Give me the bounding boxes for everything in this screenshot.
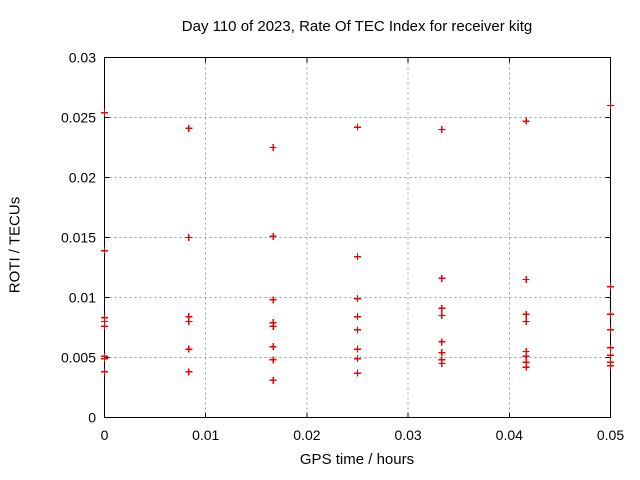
chart-title: Day 110 of 2023, Rate Of TEC Index for r… xyxy=(181,18,533,35)
data-point xyxy=(101,247,108,255)
data-point xyxy=(354,313,361,321)
data-point xyxy=(607,102,614,109)
data-point xyxy=(438,338,446,346)
x-tick-label: 0.01 xyxy=(192,427,219,443)
data-point xyxy=(522,276,530,283)
x-tick-label: 0.05 xyxy=(597,427,624,443)
data-point xyxy=(354,123,361,131)
data-point xyxy=(185,345,193,353)
x-axis-label: GPS time / hours xyxy=(299,451,415,468)
data-point xyxy=(607,362,614,370)
data-point xyxy=(354,355,361,363)
data-point xyxy=(269,296,277,304)
data-point xyxy=(354,253,361,261)
data-point xyxy=(438,360,446,367)
data-point xyxy=(607,351,614,359)
x-tick-label: 0 xyxy=(101,427,109,443)
data-point xyxy=(607,283,614,291)
y-tick-label: 0 xyxy=(88,410,96,426)
data-point xyxy=(522,352,530,360)
data-point xyxy=(438,312,446,319)
data-point xyxy=(269,232,277,240)
data-point xyxy=(438,274,446,282)
x-tick-label: 0.04 xyxy=(496,427,523,443)
y-tick-label: 0.01 xyxy=(69,290,96,306)
data-point xyxy=(101,109,108,117)
y-tick-label: 0.02 xyxy=(69,170,96,186)
data-point xyxy=(438,349,446,357)
data-point xyxy=(354,369,361,377)
data-point xyxy=(269,343,277,351)
y-tick-label: 0.03 xyxy=(69,50,96,66)
data-point xyxy=(185,124,193,132)
data-point xyxy=(522,363,530,371)
data-point xyxy=(522,318,530,325)
data-point xyxy=(101,368,108,376)
data-point xyxy=(354,345,361,353)
data-point xyxy=(607,310,614,318)
data-point xyxy=(438,304,446,312)
y-tick-label: 0.005 xyxy=(61,350,96,366)
data-point xyxy=(522,117,530,125)
y-tick-label: 0.025 xyxy=(61,110,96,126)
data-point xyxy=(522,310,530,318)
data-point xyxy=(185,234,193,241)
data-point xyxy=(269,356,277,364)
data-point xyxy=(354,326,361,334)
y-tick-label: 0.015 xyxy=(61,230,96,246)
data-point xyxy=(269,144,277,151)
x-tick-label: 0.02 xyxy=(293,427,320,443)
data-point xyxy=(101,322,108,330)
x-tick-label: 0.03 xyxy=(394,427,421,443)
data-point xyxy=(438,126,446,133)
data-point xyxy=(269,376,277,384)
data-point xyxy=(354,295,361,303)
data-point xyxy=(185,368,193,376)
data-point xyxy=(607,344,614,352)
data-point xyxy=(101,355,108,363)
data-point xyxy=(269,322,277,330)
data-point xyxy=(185,318,193,325)
data-point xyxy=(607,326,614,334)
